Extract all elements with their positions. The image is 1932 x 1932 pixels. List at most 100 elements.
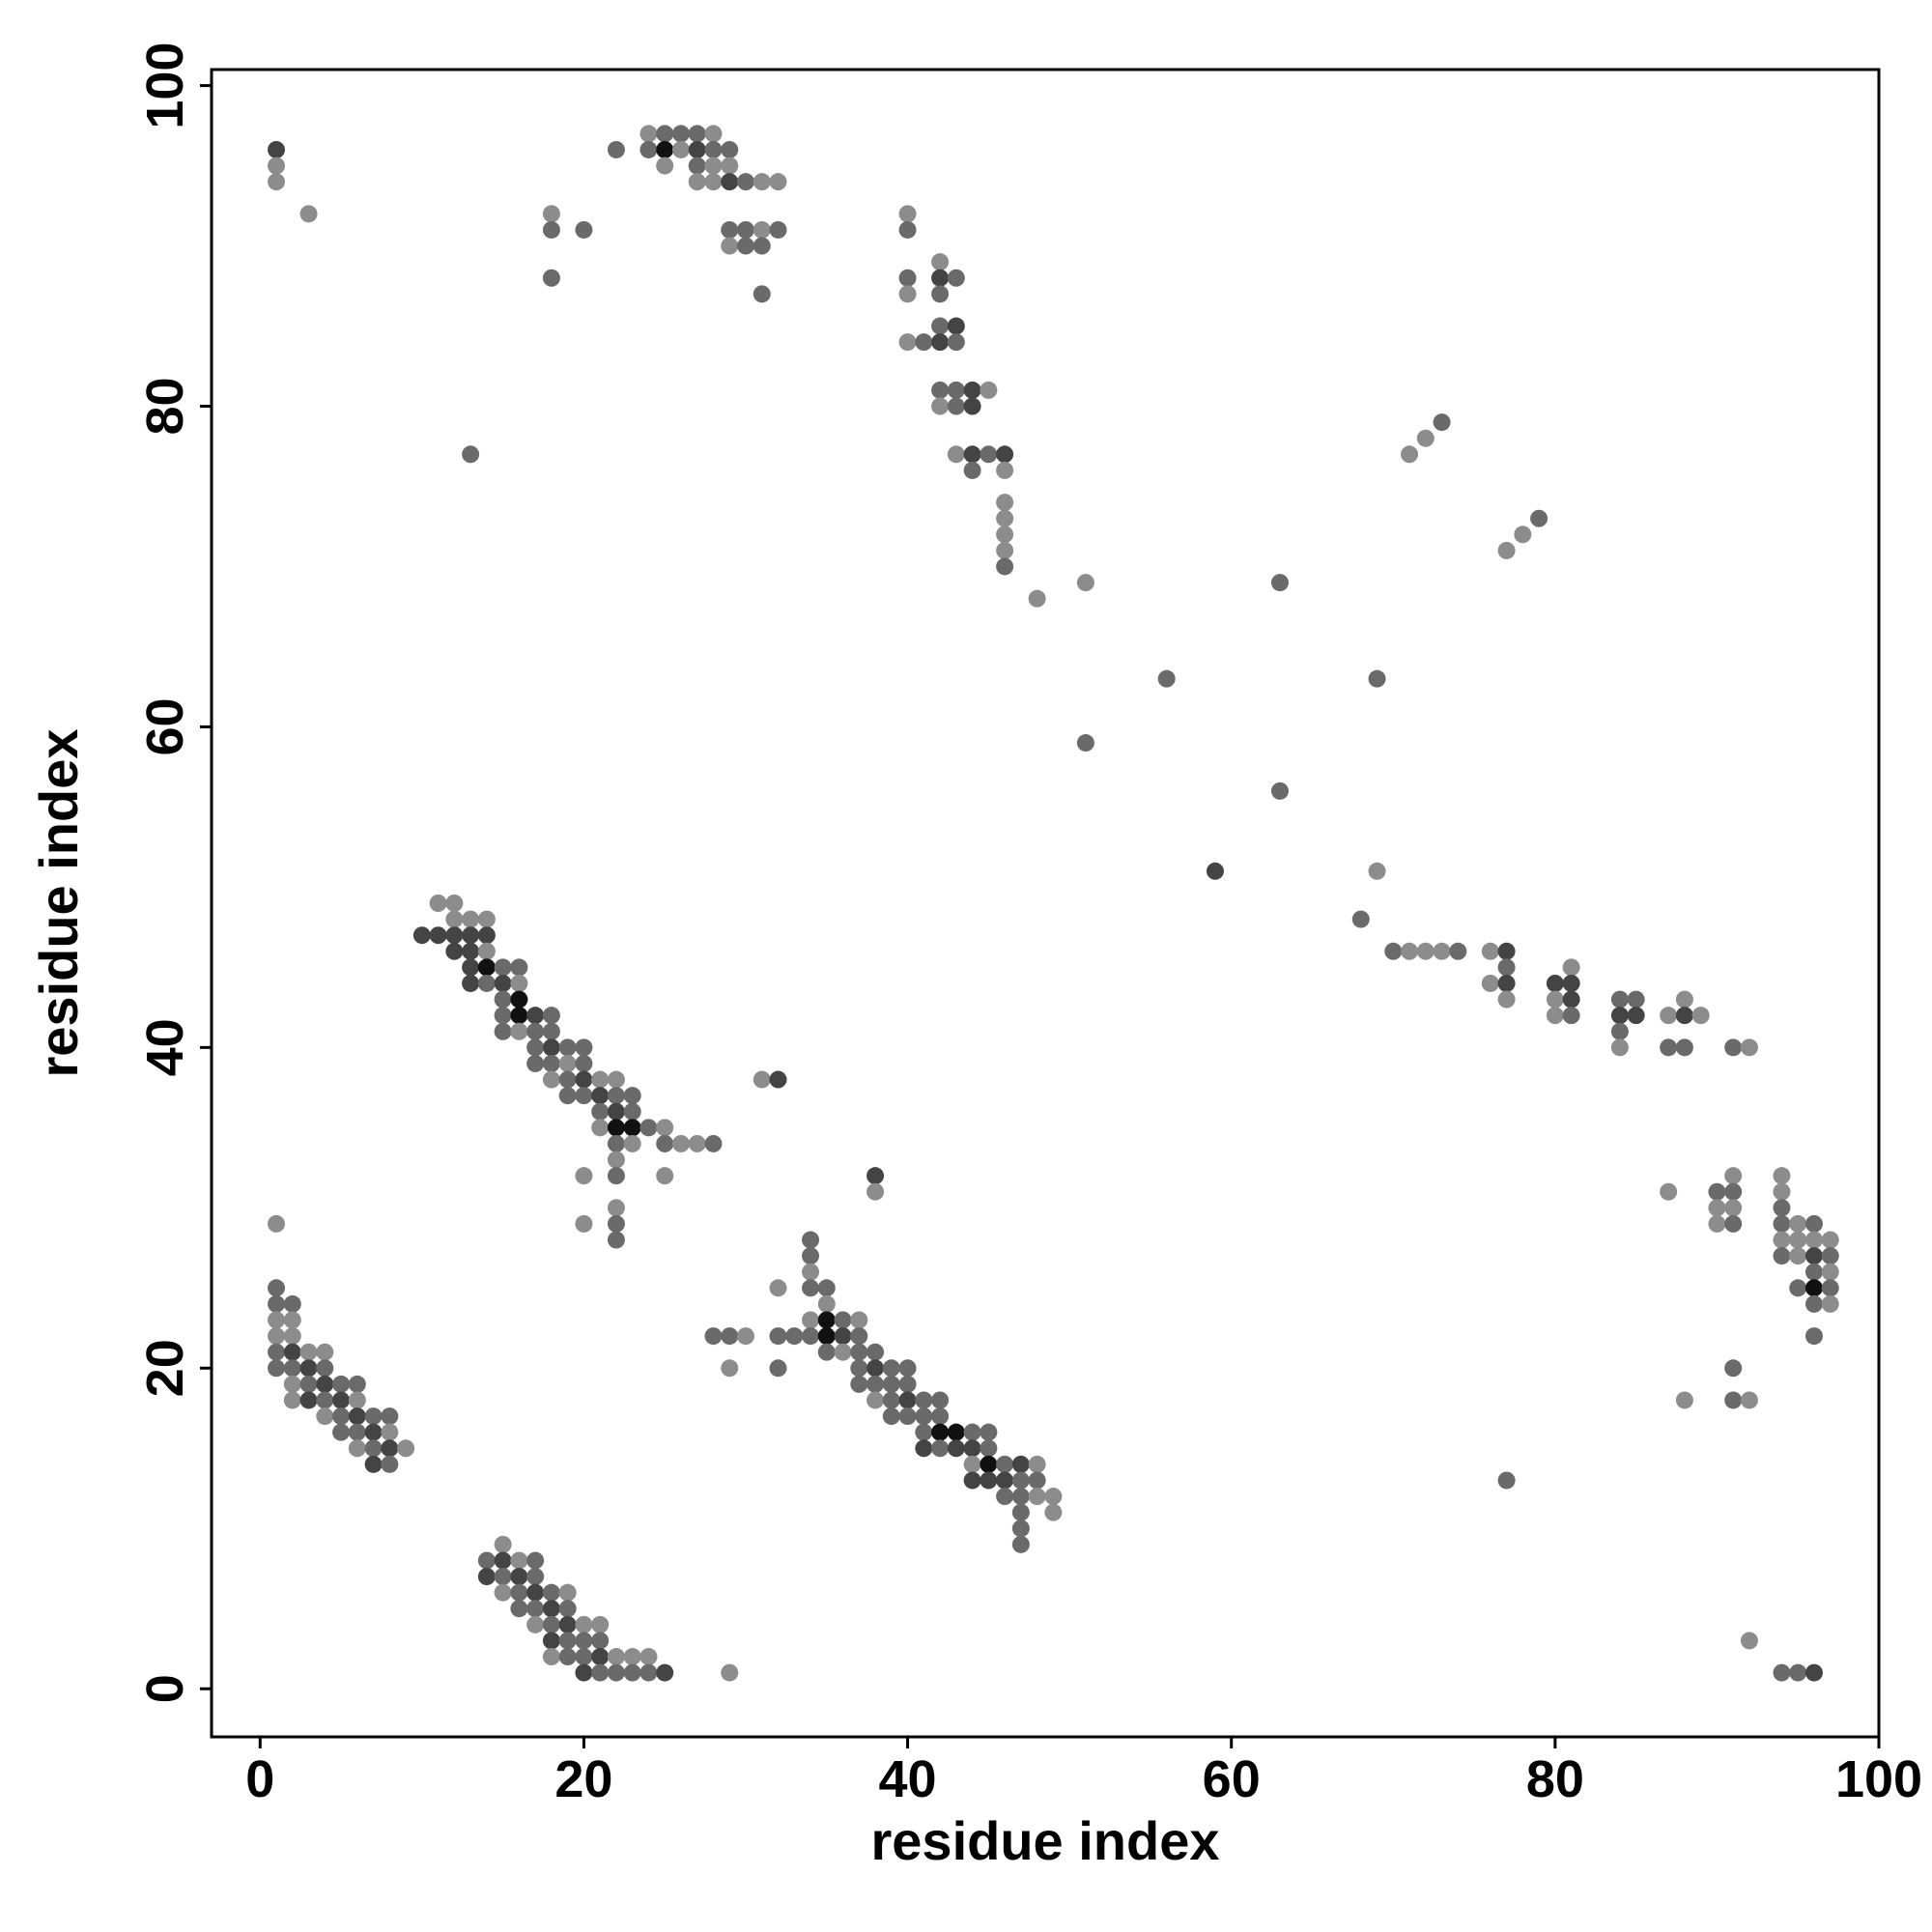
data-point <box>477 910 496 928</box>
data-point <box>882 1375 900 1393</box>
data-point <box>445 942 464 960</box>
data-point <box>575 1038 593 1057</box>
data-point <box>1416 942 1435 960</box>
plot-frame <box>210 68 1881 1739</box>
data-point <box>898 269 917 287</box>
data-point <box>688 173 706 191</box>
data-point <box>867 1391 885 1409</box>
data-point <box>947 269 965 287</box>
data-point <box>656 1663 674 1682</box>
data-point <box>1740 1632 1758 1650</box>
data-point <box>1773 1663 1791 1682</box>
data-point <box>1660 1038 1678 1057</box>
data-point <box>558 1632 577 1650</box>
x-axis: 0 20 40 60 80 100 <box>245 1737 1922 1808</box>
data-point <box>931 285 950 303</box>
data-point <box>542 205 560 223</box>
data-point <box>996 1455 1014 1473</box>
data-point <box>607 1151 625 1169</box>
y-tick-label: 20 <box>136 1339 194 1397</box>
data-point <box>607 1231 625 1249</box>
data-point <box>494 990 512 1009</box>
data-point <box>1740 1391 1758 1409</box>
data-point <box>510 958 528 977</box>
data-point <box>817 1327 836 1346</box>
data-point <box>802 1247 820 1265</box>
data-point <box>1270 781 1289 800</box>
data-point <box>1804 1294 1823 1313</box>
data-point <box>445 910 464 928</box>
data-point <box>963 1471 981 1490</box>
data-point <box>462 445 480 464</box>
x-tick-label: 0 <box>245 1750 274 1808</box>
data-point <box>656 125 674 143</box>
data-point <box>1789 1279 1807 1297</box>
data-point <box>947 1423 965 1441</box>
y-tick-label: 100 <box>136 43 194 129</box>
data-point <box>299 1359 318 1378</box>
data-point <box>704 140 723 158</box>
data-point <box>429 926 447 945</box>
data-point <box>882 1391 900 1409</box>
x-tick-label: 80 <box>1526 1750 1584 1808</box>
data-point <box>721 173 739 191</box>
data-point <box>996 445 1014 464</box>
data-point <box>542 1600 560 1618</box>
data-point <box>656 156 674 175</box>
data-point <box>1546 1007 1564 1025</box>
data-point <box>1724 1167 1743 1185</box>
data-point <box>1789 1214 1807 1233</box>
data-point <box>753 220 771 239</box>
data-point <box>332 1407 351 1426</box>
data-point <box>1497 958 1516 977</box>
data-point <box>575 1214 593 1233</box>
data-point <box>348 1407 366 1426</box>
data-point <box>704 125 723 143</box>
data-point <box>1804 1279 1823 1297</box>
data-point <box>639 125 658 143</box>
data-point <box>1675 1038 1693 1057</box>
data-point <box>980 381 998 399</box>
data-point <box>526 1054 545 1072</box>
data-point <box>931 269 950 287</box>
data-point <box>477 974 496 992</box>
data-point <box>898 1375 917 1393</box>
data-point <box>558 1648 577 1666</box>
data-point <box>867 1375 885 1393</box>
data-point <box>1821 1279 1839 1297</box>
data-point <box>1481 974 1499 992</box>
data-point <box>575 1054 593 1072</box>
data-point <box>1368 669 1386 688</box>
data-point <box>1028 1455 1046 1473</box>
data-point <box>268 1311 286 1329</box>
points-layer <box>268 125 1839 1682</box>
data-point <box>1497 990 1516 1009</box>
data-point <box>1773 1231 1791 1249</box>
data-point <box>947 381 965 399</box>
x-axis-label: residue index <box>870 1810 1219 1871</box>
y-axis: 0 20 40 60 80 100 <box>136 43 212 1703</box>
data-point <box>268 1214 286 1233</box>
data-point <box>931 1439 950 1458</box>
data-point <box>542 1054 560 1072</box>
data-point <box>1773 1214 1791 1233</box>
data-point <box>1821 1247 1839 1265</box>
x-tick-label: 20 <box>554 1750 612 1808</box>
data-point <box>802 1311 820 1329</box>
data-point <box>802 1263 820 1281</box>
y-tick-label: 0 <box>136 1674 194 1703</box>
data-point <box>558 1615 577 1634</box>
data-point <box>721 220 739 239</box>
data-point <box>607 1648 625 1666</box>
data-point <box>283 1359 301 1378</box>
data-point <box>1011 1455 1030 1473</box>
data-point <box>1708 1199 1726 1217</box>
data-point <box>364 1423 383 1441</box>
data-point <box>769 1279 787 1297</box>
data-point <box>1514 526 1532 544</box>
data-point <box>510 1022 528 1040</box>
data-point <box>834 1327 852 1346</box>
data-point <box>753 237 771 255</box>
data-point <box>898 205 917 223</box>
